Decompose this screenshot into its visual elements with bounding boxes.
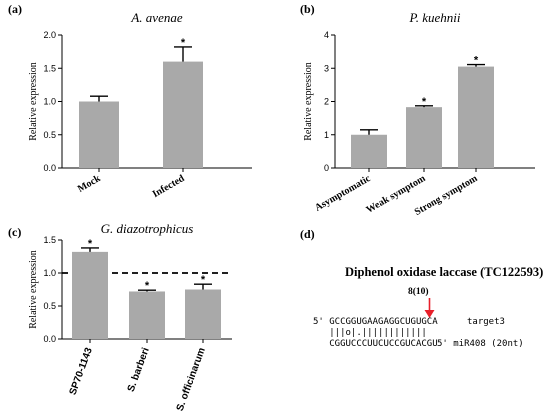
significance-marker: * xyxy=(201,274,206,286)
target-name: target3 xyxy=(467,317,505,327)
bar xyxy=(185,289,221,339)
bar xyxy=(458,66,494,168)
panel-d-title: Diphenol oxidase laccase (TC122593) xyxy=(345,265,543,279)
bar xyxy=(163,61,203,168)
y-tick-label: 0 xyxy=(324,163,329,173)
panel-d-label: (d) xyxy=(300,227,315,241)
y-tick-label: 1.5 xyxy=(43,235,56,245)
y-tick-label: 0.5 xyxy=(43,130,56,140)
category-label: Asymptomatic xyxy=(313,173,373,214)
panel-b-chart: (b) P. kuehnii 0 1 2 3 4 Relative expression Asy… xyxy=(300,2,535,218)
significance-marker: * xyxy=(422,96,427,108)
significance-marker: * xyxy=(145,280,150,292)
target-sequence: 5' GCCGGUGAAGAGGCUGUGCA xyxy=(313,317,438,327)
y-tick-label: 1.0 xyxy=(43,268,56,278)
category-label: S. officinarum xyxy=(175,346,208,413)
bar xyxy=(351,134,387,168)
base-pairing: |||o|.|||||||||||| xyxy=(313,328,427,338)
y-tick-label: 0.0 xyxy=(43,163,56,173)
panel-d-alignment: (d) Diphenol oxidase laccase (TC122593) … xyxy=(300,227,543,349)
y-axis-label: Relative expression xyxy=(303,62,314,141)
y-axis-label: Relative expression xyxy=(28,250,39,329)
panel-c-chart: (c) G. diazotrophicus 0.0 0.5 1.0 1.5 Relative… xyxy=(8,221,232,413)
significance-marker: * xyxy=(181,37,186,49)
category-label: Mock xyxy=(76,173,103,195)
y-tick-label: 1 xyxy=(324,130,329,140)
y-tick-label: 1.0 xyxy=(43,97,56,107)
y-tick-label: 2.0 xyxy=(43,30,56,40)
bar xyxy=(72,251,108,339)
category-label: S. barberi xyxy=(126,346,152,393)
cleavage-arrow-icon xyxy=(424,310,435,318)
y-tick-label: 4 xyxy=(324,30,329,40)
y-tick-label: 3 xyxy=(324,63,329,73)
bar xyxy=(79,101,119,168)
mirna-name: 5' miR408 (20nt) xyxy=(437,339,524,349)
y-axis-label: Relative expression xyxy=(28,62,39,141)
mirna-sequence: CGGUCCCUUCUCCGUCACGU xyxy=(313,339,438,349)
panel-a-chart: (a) A. avenae 0.0 0.5 1.0 1.5 2.0 Relative expr… xyxy=(8,2,252,200)
panel-label: (c) xyxy=(8,225,21,239)
y-tick-label: 0.5 xyxy=(43,301,56,311)
category-label: Infected xyxy=(151,173,187,200)
category-label: SP70-1143 xyxy=(68,346,95,397)
chart-title: A. avenae xyxy=(130,10,182,25)
panel-label: (a) xyxy=(8,2,22,16)
cleavage-site-label: 8(10) xyxy=(408,286,429,297)
bar xyxy=(406,107,442,168)
y-tick-label: 1.5 xyxy=(43,63,56,73)
panel-label: (b) xyxy=(300,2,315,16)
chart-title: G. diazotrophicus xyxy=(101,221,194,236)
significance-marker: * xyxy=(474,55,479,67)
y-tick-label: 2 xyxy=(324,97,329,107)
significance-marker: * xyxy=(88,238,93,250)
chart-title: P. kuehnii xyxy=(408,10,460,25)
bar xyxy=(129,291,165,339)
y-tick-label: 0.0 xyxy=(43,334,56,344)
